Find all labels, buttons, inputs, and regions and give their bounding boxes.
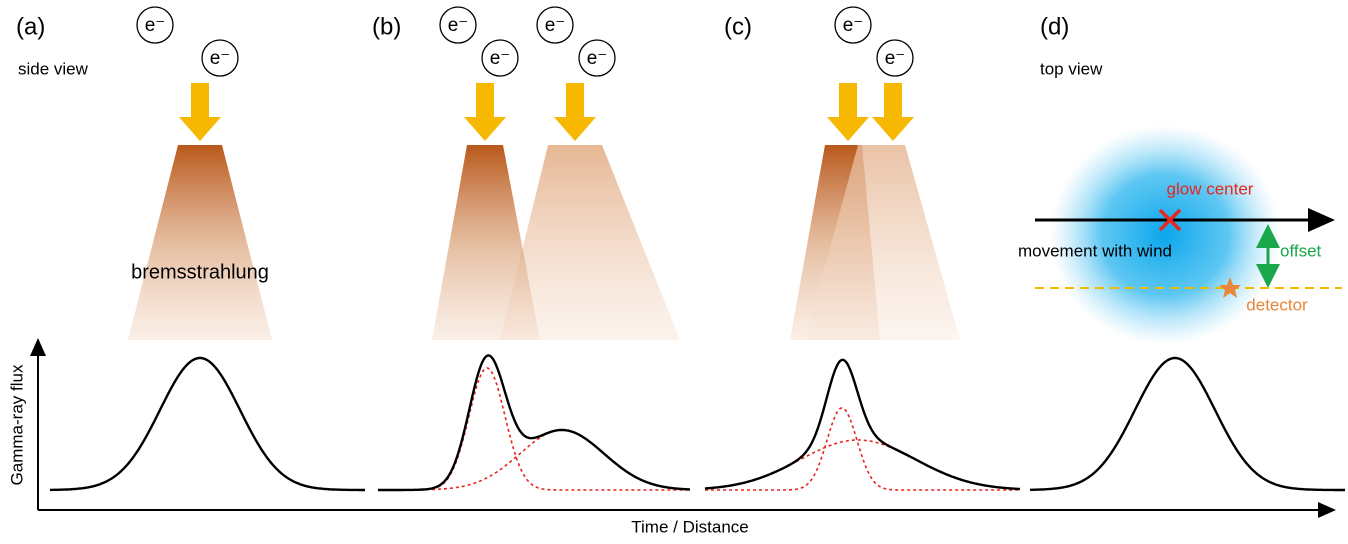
flux-curve [378,356,690,491]
flux-curve [1030,358,1345,490]
beam [128,145,272,340]
component-curve [378,368,690,490]
beam-label: bremsstrahlung [131,261,269,283]
electron-label: e⁻ [490,48,511,69]
panel-label: (b) [372,13,401,40]
flux-curve [50,358,365,490]
flux-curve [705,360,1020,489]
y-axis-label: Gamma-ray flux [7,364,26,485]
beam [432,145,540,340]
detector-label: detector [1246,295,1308,314]
panel-label: (a) [16,13,45,40]
beam-arrow [554,83,596,141]
panel-label: (c) [724,13,752,40]
view-label: side view [18,59,89,78]
component-curve [705,408,1020,490]
curves [50,356,1345,491]
offset-label: offset [1280,241,1322,260]
beam-arrow [179,83,221,141]
beam-arrow [464,83,506,141]
electron-label: e⁻ [545,15,566,36]
beam-arrow [827,83,869,141]
electron-label: e⁻ [210,48,231,69]
arrows [179,83,914,141]
electrons: e⁻ e⁻ e⁻ e⁻ e⁻ e⁻ e⁻ e⁻ [137,7,913,76]
movement-label: movement with wind [1018,241,1172,260]
electron-label: e⁻ [843,15,864,36]
figure: (a) (b) (c) (d) side view top view e⁻e⁻e… [0,0,1348,544]
panel-label: (d) [1040,13,1069,40]
beam-arrow [872,83,914,141]
electron-label: e⁻ [145,15,166,36]
view-label: top view [1040,59,1103,78]
glow-center-label: glow center [1167,179,1254,198]
x-axis-label: Time / Distance [631,517,748,536]
electron-label: e⁻ [587,48,608,69]
electron-label: e⁻ [885,48,906,69]
electron-label: e⁻ [448,15,469,36]
